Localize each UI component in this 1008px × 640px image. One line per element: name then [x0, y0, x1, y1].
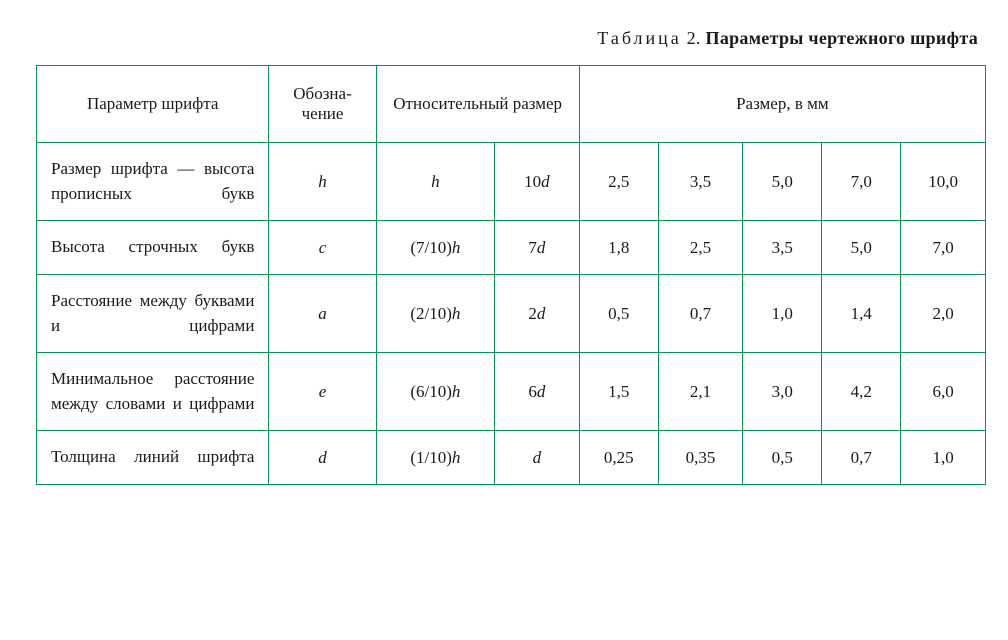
caption-label: Таблица [597, 28, 681, 48]
table-row: Толщина линий шрифта d (1/10)h d 0,25 0,… [37, 431, 986, 485]
table-caption: Таблица 2. Параметры чертежного шрифта [36, 28, 988, 49]
table-row: Расстояние меж­ду буквами и циф­рами a (… [37, 274, 986, 352]
cell-mm: 10,0 [901, 143, 986, 221]
table-header-row: Параметр шрифта Обозна­чение Относительн… [37, 66, 986, 143]
cell-mm: 2,5 [658, 221, 743, 275]
cell-mm: 2,5 [579, 143, 658, 221]
table-row: Размер шрифта — высота прописных букв h … [37, 143, 986, 221]
cell-mm: 1,5 [579, 353, 658, 431]
cell-ozn: h [269, 143, 376, 221]
cell-param: Минимальное рас­стояние между сло­вами и… [37, 353, 269, 431]
cell-mm: 0,5 [743, 431, 822, 485]
cell-mm: 3,5 [658, 143, 743, 221]
col-header-mm: Размер, в мм [579, 66, 985, 143]
cell-mm: 0,25 [579, 431, 658, 485]
cell-mm: 2,0 [901, 274, 986, 352]
cell-mm: 0,35 [658, 431, 743, 485]
cell-param: Высота строчных букв [37, 221, 269, 275]
cell-rel2: 2d [495, 274, 580, 352]
cell-mm: 1,8 [579, 221, 658, 275]
cell-mm: 4,2 [822, 353, 901, 431]
cell-mm: 5,0 [822, 221, 901, 275]
table-row: Минимальное рас­стояние между сло­вами и… [37, 353, 986, 431]
cell-mm: 2,1 [658, 353, 743, 431]
caption-title: Параметры чертежного шрифта [706, 28, 978, 48]
cell-rel1: (6/10)h [376, 353, 494, 431]
cell-param: Расстояние меж­ду буквами и циф­рами [37, 274, 269, 352]
cell-mm: 7,0 [901, 221, 986, 275]
cell-mm: 6,0 [901, 353, 986, 431]
cell-mm: 3,0 [743, 353, 822, 431]
cell-mm: 1,0 [901, 431, 986, 485]
cell-rel2: 6d [495, 353, 580, 431]
cell-rel1: (7/10)h [376, 221, 494, 275]
cell-mm: 0,5 [579, 274, 658, 352]
cell-rel1: (2/10)h [376, 274, 494, 352]
cell-mm: 1,0 [743, 274, 822, 352]
cell-mm: 0,7 [822, 431, 901, 485]
cell-rel1: (1/10)h [376, 431, 494, 485]
cell-rel2: 10d [495, 143, 580, 221]
cell-param: Толщина линий шрифта [37, 431, 269, 485]
col-header-param: Параметр шрифта [37, 66, 269, 143]
cell-ozn: a [269, 274, 376, 352]
cell-mm: 5,0 [743, 143, 822, 221]
cell-ozn: e [269, 353, 376, 431]
font-params-table: Параметр шрифта Обозна­чение Относительн… [36, 65, 986, 485]
col-header-rel: Относительный размер [376, 66, 579, 143]
cell-rel1: h [376, 143, 494, 221]
cell-rel2: d [495, 431, 580, 485]
cell-ozn: d [269, 431, 376, 485]
cell-mm: 0,7 [658, 274, 743, 352]
table-row: Высота строчных букв c (7/10)h 7d 1,8 2,… [37, 221, 986, 275]
cell-ozn: c [269, 221, 376, 275]
cell-mm: 7,0 [822, 143, 901, 221]
cell-param: Размер шрифта — высота прописных букв [37, 143, 269, 221]
cell-rel2: 7d [495, 221, 580, 275]
cell-mm: 3,5 [743, 221, 822, 275]
col-header-ozn: Обозна­чение [269, 66, 376, 143]
cell-mm: 1,4 [822, 274, 901, 352]
caption-number: 2. [687, 28, 701, 48]
